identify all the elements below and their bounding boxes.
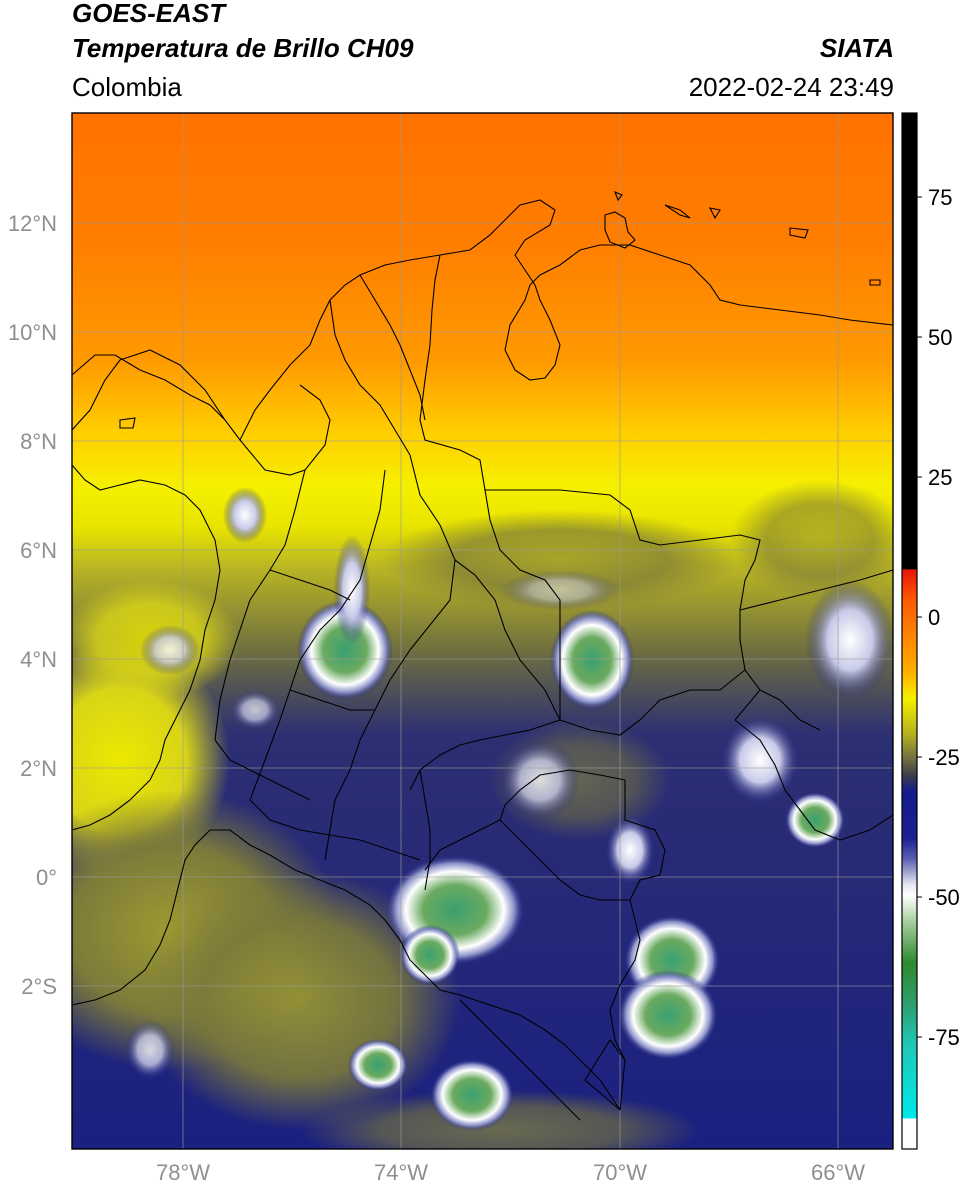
lat-label-4n: 4°N [20,647,57,672]
lat-label-6n: 6°N [20,538,57,563]
boundaries [72,190,893,1121]
colorbar: 75 50 25 0 -25 -50 -75 [901,112,960,1150]
lat-label-12n: 12°N [8,211,57,236]
lon-label-74w: 74°W [374,1160,428,1185]
colorbar-ramp [902,113,917,1149]
datetime-label: 2022-02-24 23:49 [688,72,894,102]
lat-label-8n: 8°N [20,429,57,454]
lon-label-66w: 66°W [811,1160,865,1185]
graticule [72,113,893,1149]
colorbar-tick-label: 0 [928,605,940,630]
longitude-labels: 78°W 74°W 70°W 66°W [156,1160,865,1185]
colorbar-tick-label: 50 [928,325,952,350]
colorbar-tick-label: 25 [928,465,952,490]
colorbar-tick-label: 75 [928,185,952,210]
colorbar-ticks: 75 50 25 0 -25 -50 -75 [917,185,960,1050]
colorbar-tick-label: -50 [928,885,960,910]
satellite-title: GOES-EAST [72,0,226,28]
lat-label-2n: 2°N [20,756,57,781]
lat-label-10n: 10°N [8,320,57,345]
region-label: Colombia [72,72,182,102]
colorbar-frame [901,112,918,1150]
latitude-labels: 12°N 10°N 8°N 6°N 4°N 2°N 0° 2°S [8,211,57,999]
lon-label-70w: 70°W [593,1160,647,1185]
lon-label-78w: 78°W [156,1160,210,1185]
lat-label-2s: 2°S [21,974,57,999]
temperature-field [72,113,893,1149]
lat-label-0: 0° [36,865,57,890]
colorbar-tick-label: -25 [928,745,960,770]
map-frame [71,112,894,1150]
product-title: Temperatura de Brillo CH09 [72,33,414,63]
colorbar-tick-label: -75 [928,1025,960,1050]
organization-label: SIATA [819,33,894,63]
